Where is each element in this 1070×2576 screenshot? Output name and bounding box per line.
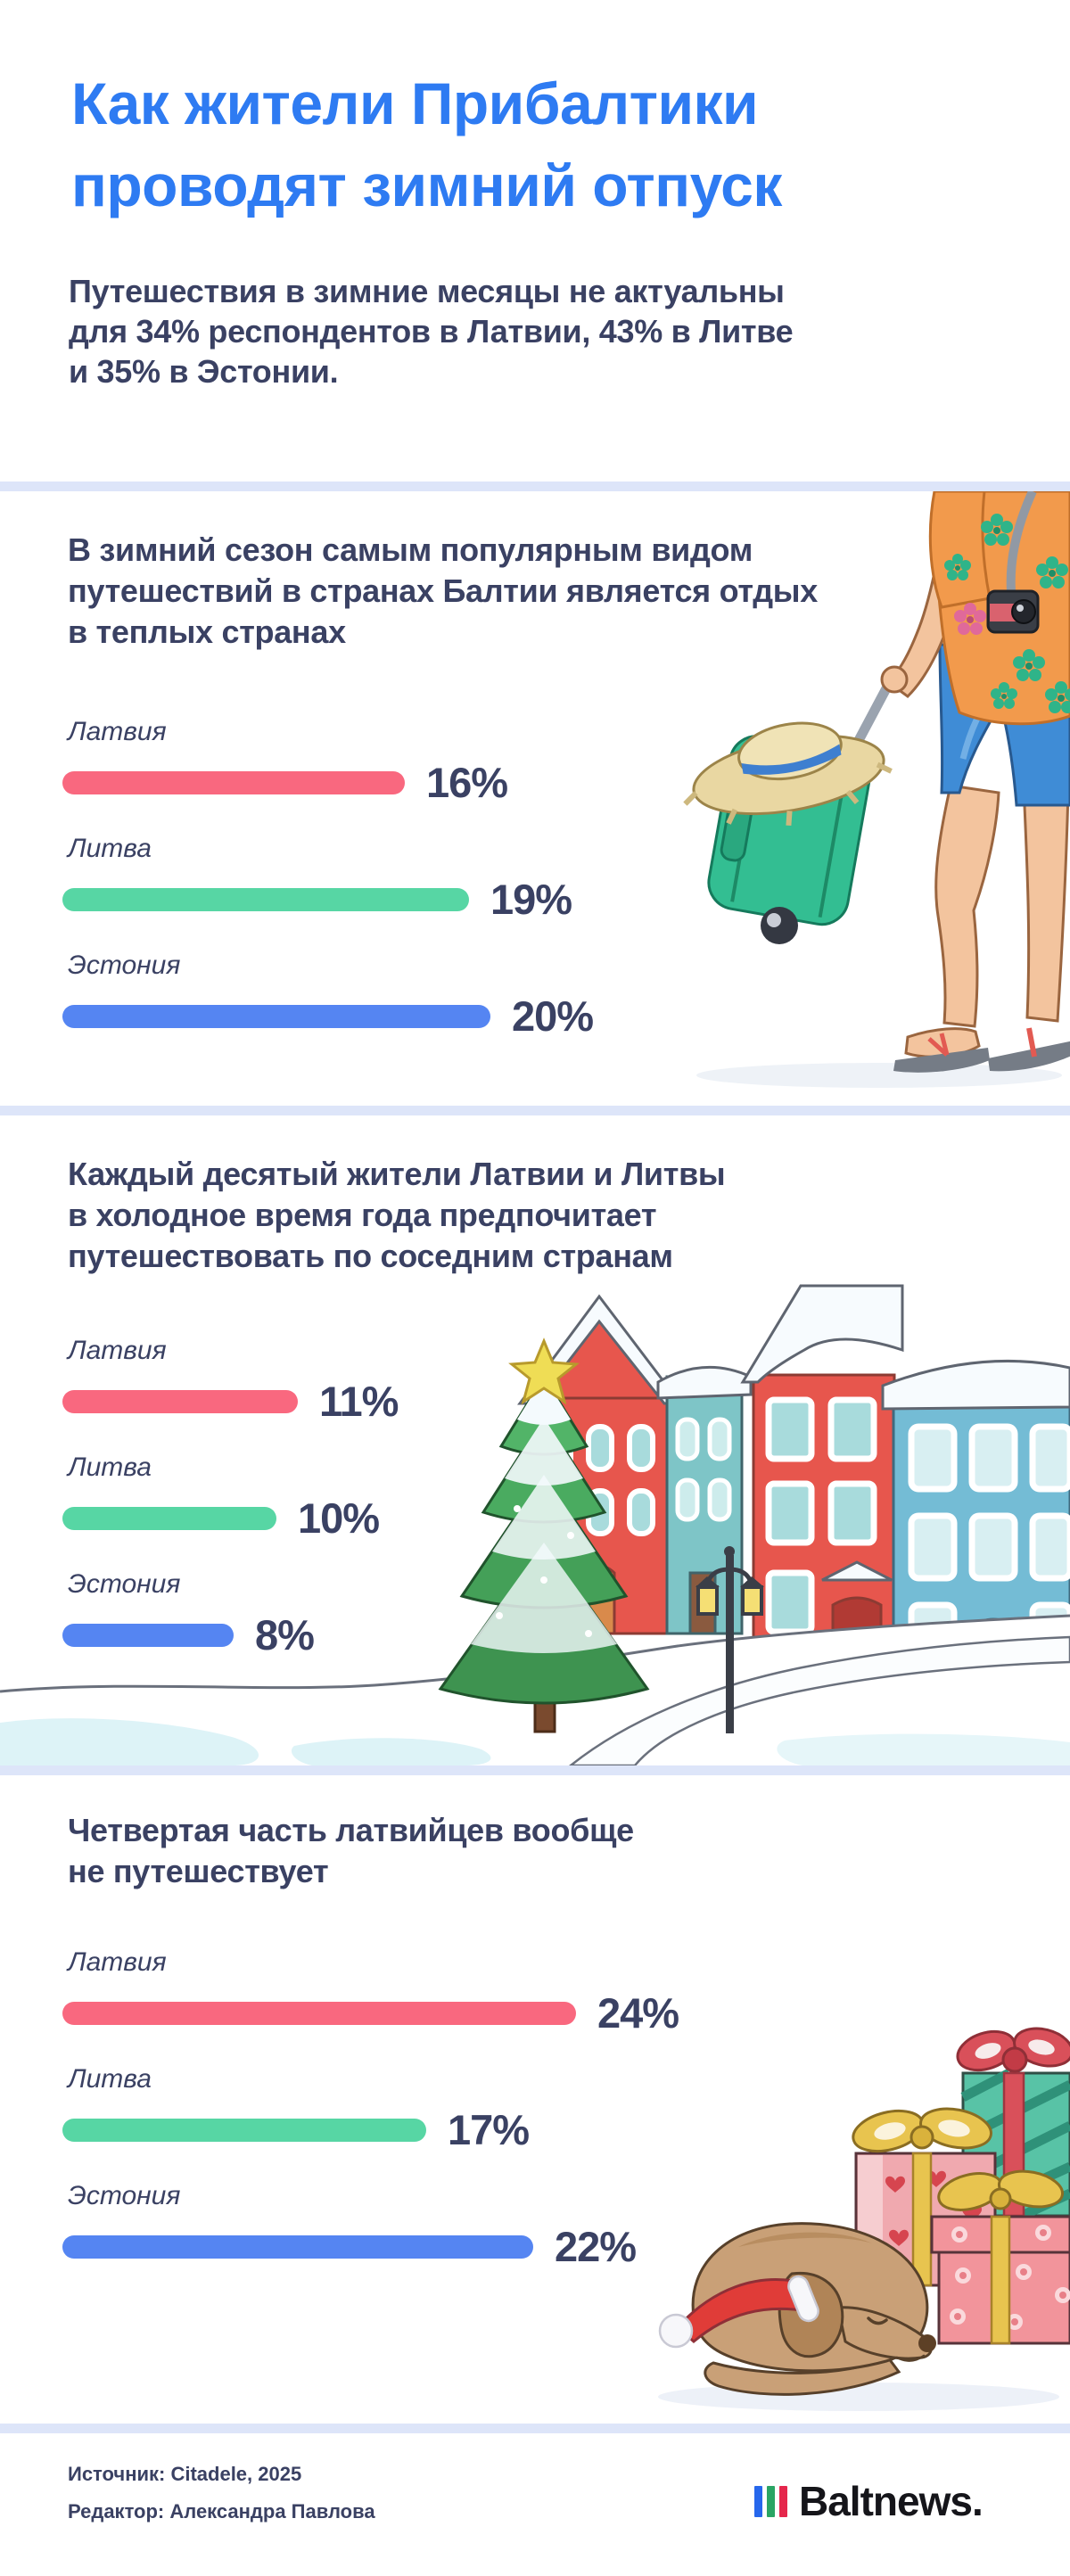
bar-latvia — [62, 1389, 298, 1413]
chart-row-latvia: Латвия 16% — [0, 716, 1070, 803]
bar-value: 19% — [490, 876, 572, 923]
christmas-tree-icon — [438, 1337, 650, 1733]
bar-value: 17% — [448, 2106, 530, 2153]
country-label: Литва — [68, 1453, 152, 1482]
sleeping-dog-icon — [658, 2222, 936, 2396]
divider-band — [0, 2424, 1070, 2433]
subtitle-line: Путешествия в зимние месяцы не актуальны — [69, 273, 785, 309]
section-3-heading: Четвертая часть латвийцев вообще не путе… — [68, 1810, 634, 1892]
bar-value: 20% — [512, 992, 594, 1040]
chart-row-latvia: Латвия 11% — [0, 1335, 1070, 1422]
bar-latvia — [62, 770, 405, 794]
section-2-heading: Каждый десятый жители Латвии и Литвы в х… — [68, 1154, 726, 1277]
bar-lithuania — [62, 1506, 276, 1530]
baltnews-logo-bars-icon — [754, 2485, 787, 2517]
chart-row-latvia: Латвия 24% — [0, 1946, 1070, 2034]
baltnews-logo: Baltnews. — [754, 2478, 984, 2524]
divider-band — [0, 1106, 1070, 1115]
country-label: Эстония — [68, 1569, 181, 1599]
heading-line: в холодное время года предпочитает — [68, 1197, 657, 1233]
section-1-heading: В зимний сезон самым популярным видом пу… — [68, 530, 818, 653]
subtitle-line: для 34% респондентов в Латвии, 43% в Лит… — [69, 313, 794, 350]
heading-line: не путешествует — [68, 1853, 329, 1889]
camera-icon — [986, 589, 1040, 634]
editor-text: Редактор: Александра Павлова — [68, 2500, 375, 2523]
bar-lithuania — [62, 887, 469, 911]
bar-estonia — [62, 1623, 234, 1647]
heading-line: Четвертая часть латвийцев вообще — [68, 1812, 634, 1848]
baltnews-logo-text: Baltnews. — [799, 2478, 984, 2524]
page-subtitle: Путешествия в зимние месяцы не актуальны… — [69, 271, 794, 391]
bar-estonia — [62, 2234, 533, 2259]
country-label: Литва — [68, 2064, 152, 2094]
page-title: Как жители Прибалтики проводят зимний от… — [71, 62, 782, 226]
page-title-line-2: проводят зимний отпуск — [71, 152, 782, 218]
bar-value: 16% — [426, 759, 508, 806]
footer-credits: Источник: Citadele, 2025 Редактор: Алекс… — [68, 2463, 375, 2538]
traveler-with-suitcase-illustration — [683, 491, 1070, 1088]
heading-line: путешествий в странах Балтии является от… — [68, 572, 818, 609]
divider-band — [0, 481, 1070, 491]
chart-row-estonia: Эстония 20% — [0, 950, 1070, 1037]
straw-hat-icon — [683, 721, 893, 827]
bar-value: 11% — [319, 1378, 399, 1425]
heading-line: в теплых странах — [68, 613, 346, 650]
bar-latvia — [62, 2001, 576, 2025]
divider-band — [0, 1765, 1070, 1775]
country-label: Эстония — [68, 951, 181, 980]
gifts-and-sleeping-dog-illustration — [658, 2027, 1070, 2411]
chart-row-lithuania: Литва 10% — [0, 1452, 1070, 1539]
heading-line: путешествовать по соседним странам — [68, 1238, 673, 1274]
country-label: Латвия — [68, 717, 167, 746]
bar-value: 24% — [597, 1989, 679, 2037]
bar-value: 8% — [255, 1611, 315, 1658]
street-lamp-icon — [696, 1546, 764, 1733]
subtitle-line: и 35% в Эстонии. — [69, 353, 339, 390]
winter-town-illustration — [0, 1284, 1070, 1765]
bar-lithuania — [62, 2118, 426, 2142]
dots-gift-icon — [930, 2169, 1070, 2345]
heading-line: В зимний сезон самым популярным видом — [68, 531, 753, 568]
country-label: Литва — [68, 834, 152, 863]
bar-value: 22% — [555, 2223, 637, 2270]
chart-row-estonia: Эстония 8% — [0, 1568, 1070, 1656]
bar-value: 10% — [298, 1494, 380, 1542]
chart-row-lithuania: Литва 17% — [0, 2063, 1070, 2151]
heading-line: Каждый десятый жители Латвии и Литвы — [68, 1156, 726, 1192]
chart-row-estonia: Эстония 22% — [0, 2180, 1070, 2267]
country-label: Эстония — [68, 2181, 181, 2210]
chart-row-lithuania: Литва 19% — [0, 833, 1070, 920]
page-title-line-1: Как жители Прибалтики — [71, 70, 759, 136]
country-label: Латвия — [68, 1336, 167, 1365]
source-text: Источник: Citadele, 2025 — [68, 2463, 302, 2485]
country-label: Латвия — [68, 1947, 167, 1977]
bar-estonia — [62, 1004, 490, 1028]
